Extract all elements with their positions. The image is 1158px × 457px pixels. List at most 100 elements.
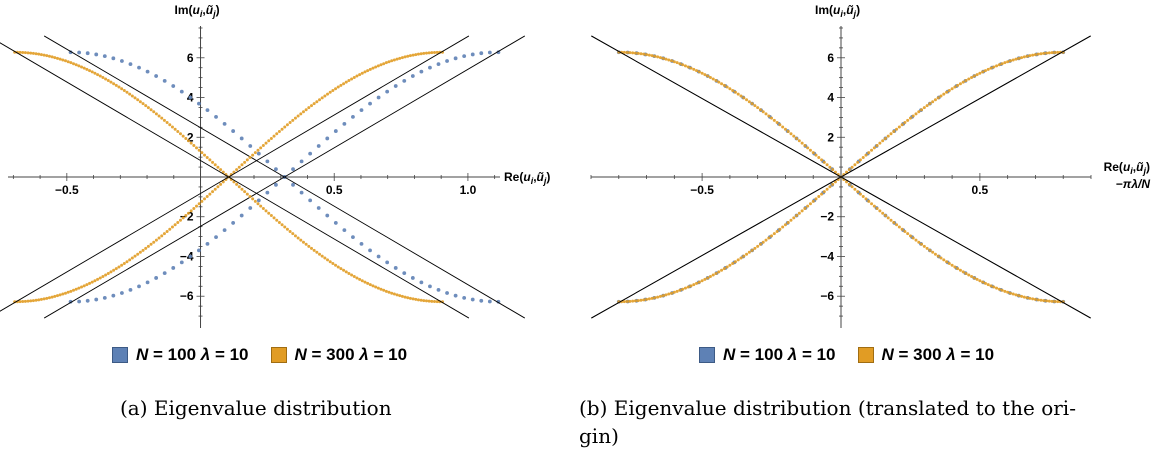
legend-label-n300: N = 300 λ = 10 — [881, 345, 995, 364]
y-tick-label: −4 — [180, 249, 194, 263]
data-point — [1050, 299, 1054, 303]
data-point — [312, 248, 316, 252]
data-point — [308, 151, 313, 156]
data-point — [299, 238, 303, 242]
data-point — [975, 277, 979, 281]
data-point — [259, 204, 263, 208]
data-point — [301, 110, 305, 114]
data-point — [344, 80, 348, 84]
data-point — [400, 294, 404, 298]
data-point — [189, 141, 193, 145]
data-point — [628, 299, 632, 303]
data-point — [883, 136, 887, 140]
data-point — [248, 144, 253, 148]
data-point — [964, 79, 968, 83]
legend-item-n300: N = 300 λ = 10 — [857, 345, 995, 365]
data-point — [950, 263, 954, 267]
data-point — [875, 144, 879, 147]
data-point — [706, 74, 710, 78]
data-point — [352, 76, 356, 80]
data-point — [778, 227, 782, 231]
data-point — [205, 108, 210, 113]
data-point — [368, 101, 372, 106]
data-point — [85, 298, 90, 303]
data-point — [653, 54, 657, 58]
data-point — [101, 274, 105, 278]
data-point — [318, 98, 322, 102]
data-point — [205, 155, 209, 159]
data-point — [642, 298, 646, 302]
data-point — [77, 50, 82, 55]
data-point — [376, 286, 380, 290]
data-point — [197, 148, 201, 152]
data-point — [1053, 300, 1057, 304]
data-point — [739, 94, 743, 98]
data-point — [487, 299, 492, 304]
data-point — [277, 220, 281, 224]
data-point — [1025, 296, 1029, 300]
data-point — [789, 132, 793, 136]
data-point — [61, 58, 65, 62]
data-point — [922, 106, 926, 110]
data-point — [239, 213, 244, 218]
data-point — [112, 82, 116, 86]
data-point — [296, 236, 300, 240]
data-point — [720, 268, 724, 272]
data-point — [958, 82, 962, 86]
data-point — [21, 50, 25, 54]
data-point — [933, 252, 937, 256]
data-point — [678, 62, 682, 66]
data-point — [133, 254, 137, 258]
data-point — [232, 180, 236, 184]
data-point — [427, 51, 431, 55]
data-point — [352, 274, 356, 278]
data-point — [205, 241, 210, 246]
data-point — [130, 94, 134, 98]
data-point — [419, 280, 424, 285]
data-point — [622, 50, 626, 54]
legend-label-n100: N = 100 λ = 10 — [723, 345, 836, 364]
data-point — [1042, 299, 1046, 303]
data-point — [689, 284, 693, 288]
data-point — [758, 108, 762, 112]
data-point — [114, 267, 118, 271]
data-point — [42, 297, 46, 301]
data-point — [395, 293, 399, 297]
data-point — [214, 114, 218, 119]
data-point — [783, 223, 787, 227]
data-point — [800, 141, 804, 145]
x-tick-label: −0.5 — [55, 183, 79, 197]
data-point — [128, 62, 133, 66]
data-point — [342, 228, 347, 233]
data-point — [256, 148, 260, 152]
data-point — [856, 160, 860, 164]
data-point — [622, 300, 626, 304]
data-point — [995, 64, 999, 68]
data-point — [192, 144, 196, 147]
data-point — [235, 168, 239, 172]
data-point — [487, 50, 492, 55]
data-point — [419, 52, 423, 56]
data-point — [152, 240, 156, 244]
data-point — [248, 195, 252, 199]
data-point — [858, 158, 862, 162]
data-point — [94, 297, 99, 302]
data-point — [986, 283, 990, 287]
data-point — [376, 95, 381, 100]
data-point — [178, 218, 182, 222]
data-point — [334, 87, 338, 91]
x-tick-label: 0.5 — [326, 183, 343, 197]
data-point — [288, 121, 292, 125]
data-point — [775, 229, 779, 233]
data-point — [376, 64, 380, 68]
data-point — [69, 289, 73, 293]
data-point — [681, 287, 685, 291]
data-point — [414, 297, 418, 301]
data-point — [222, 121, 227, 126]
data-point — [828, 165, 832, 169]
data-point — [675, 289, 679, 293]
data-point — [822, 160, 826, 164]
data-point — [767, 236, 771, 240]
data-point — [706, 276, 710, 280]
